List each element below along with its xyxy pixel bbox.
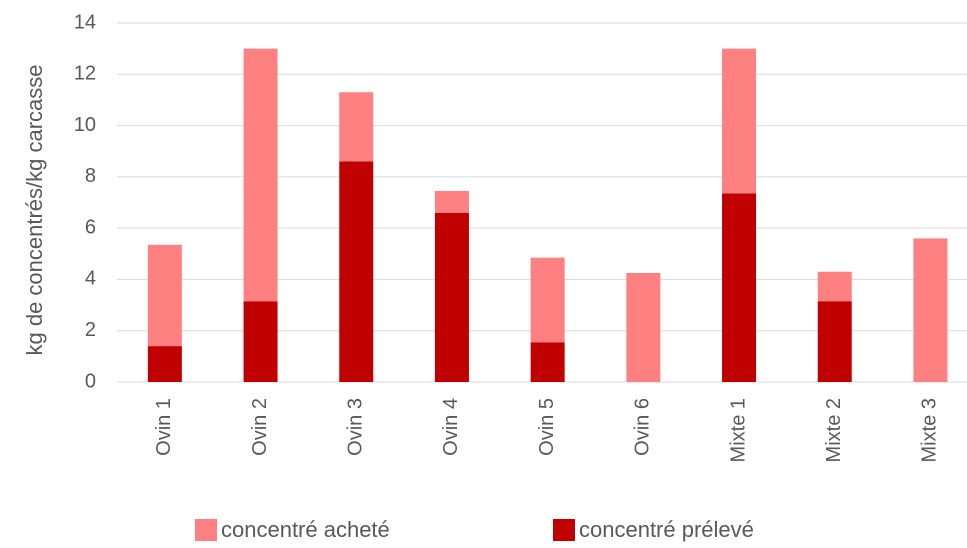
bar-segment (147, 346, 182, 382)
legend-swatch (553, 519, 575, 541)
x-tick-label: Ovin 3 (345, 398, 367, 456)
x-tick-label: Mixte 1 (727, 398, 749, 462)
y-tick-label: 0 (85, 370, 96, 392)
x-tick-label: Mixte 2 (823, 398, 845, 462)
y-tick-label: 12 (74, 63, 96, 85)
bar-segment (339, 161, 374, 382)
bar-segment (434, 190, 469, 213)
bar-segment (243, 48, 278, 302)
y-tick-label: 4 (85, 268, 96, 290)
bar-segment (434, 212, 469, 382)
x-tick-label: Ovin 6 (632, 398, 654, 456)
bar-segment (722, 193, 757, 382)
y-tick-label: 2 (85, 319, 96, 341)
y-tick-label: 8 (85, 165, 96, 187)
bar-segment (243, 301, 278, 382)
y-tick-label: 6 (85, 216, 96, 238)
bar-segment (722, 48, 757, 194)
y-tick-label: 14 (74, 11, 96, 33)
bar-segment (530, 342, 565, 382)
bar-segment (530, 257, 565, 343)
x-tick-label: Mixte 3 (919, 398, 941, 462)
legend-swatch (195, 519, 217, 541)
bar-segment (339, 92, 374, 162)
x-tick-label: Ovin 4 (440, 398, 462, 456)
x-tick-label: Ovin 2 (249, 398, 271, 456)
legend-label: concentré prélevé (579, 517, 754, 542)
y-tick-label: 10 (74, 114, 96, 136)
bar-segment (817, 271, 852, 302)
x-tick-label: Ovin 5 (536, 398, 558, 456)
x-tick-label: Ovin 1 (153, 398, 175, 456)
bar-segment (817, 301, 852, 382)
bar-segment (626, 273, 661, 382)
bar-segment (913, 238, 948, 382)
legend-label: concentré acheté (221, 517, 390, 542)
bar-segment (147, 244, 182, 347)
y-axis-label: kg de concentrés/kg carcasse (22, 64, 47, 355)
